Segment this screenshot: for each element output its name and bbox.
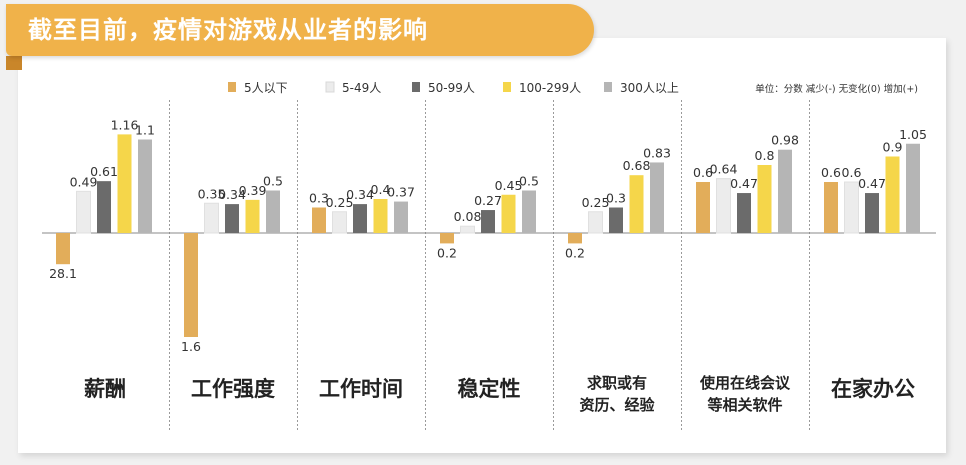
bar bbox=[778, 149, 792, 233]
bar bbox=[629, 175, 644, 233]
data-label: 0.2 bbox=[437, 245, 457, 260]
category-label: 等相关软件 bbox=[707, 396, 782, 414]
data-label: 0.5 bbox=[519, 174, 539, 189]
bar bbox=[394, 201, 408, 233]
data-label: 0.98 bbox=[771, 133, 799, 148]
bar bbox=[716, 178, 731, 234]
data-label: 0.35 bbox=[198, 186, 226, 201]
category-label: 资历、经验 bbox=[579, 396, 655, 414]
legend-swatch bbox=[325, 81, 335, 93]
bar bbox=[696, 182, 710, 233]
category-label: 求职或有 bbox=[587, 374, 647, 392]
data-label: 0.64 bbox=[710, 162, 738, 177]
data-label: 0.08 bbox=[454, 209, 482, 224]
data-label: 28.1 bbox=[49, 266, 77, 281]
data-label: 0.83 bbox=[643, 145, 671, 160]
chart-card bbox=[18, 38, 946, 453]
bar bbox=[906, 143, 920, 233]
bar bbox=[332, 211, 347, 234]
data-label: 0.49 bbox=[70, 174, 98, 189]
data-label: 0.6 bbox=[693, 165, 713, 180]
bar bbox=[225, 204, 239, 233]
chart-title: 截至目前，疫情对游戏从业者的影响 bbox=[28, 16, 428, 44]
bar bbox=[56, 233, 70, 265]
bar bbox=[245, 199, 260, 233]
bar bbox=[204, 202, 219, 234]
bar bbox=[138, 139, 152, 233]
bar bbox=[353, 204, 367, 233]
title-banner bbox=[6, 4, 594, 56]
data-label: 0.61 bbox=[90, 164, 118, 179]
legend-swatch bbox=[503, 82, 511, 92]
category-label: 工作时间 bbox=[319, 377, 403, 401]
data-label: 0.37 bbox=[387, 185, 415, 200]
bar bbox=[865, 193, 879, 233]
bar bbox=[266, 190, 280, 233]
unit-note: 单位：分数 减少(-) 无变化(0) 增加(+) bbox=[755, 83, 918, 95]
banner-fold bbox=[6, 56, 22, 70]
data-label: 0.68 bbox=[623, 158, 651, 173]
bar bbox=[501, 194, 516, 233]
legend-swatch bbox=[604, 82, 612, 92]
bar bbox=[844, 181, 859, 234]
category-label: 薪酬 bbox=[84, 377, 126, 401]
bar bbox=[522, 190, 536, 233]
bar bbox=[481, 210, 495, 233]
data-label: 0.3 bbox=[606, 191, 626, 206]
data-label: 0.27 bbox=[474, 193, 502, 208]
legend-label: 50-99人 bbox=[428, 81, 475, 95]
data-label: 0.9 bbox=[883, 140, 903, 155]
category-label: 使用在线会议 bbox=[699, 374, 791, 392]
legend-label: 5-49人 bbox=[342, 81, 381, 95]
data-label: 0.39 bbox=[239, 183, 267, 198]
bar bbox=[609, 207, 623, 233]
data-label: 0.6 bbox=[821, 165, 841, 180]
data-label: 0.25 bbox=[582, 195, 610, 210]
bar bbox=[588, 211, 603, 234]
data-label: 0.47 bbox=[730, 176, 758, 191]
bar bbox=[460, 225, 475, 234]
data-label: 0.5 bbox=[263, 174, 283, 189]
data-label: 1.1 bbox=[135, 123, 155, 138]
legend-swatch bbox=[228, 82, 236, 92]
data-label: 1.6 bbox=[181, 339, 201, 354]
bar bbox=[76, 190, 91, 234]
bar bbox=[440, 233, 454, 244]
data-label: 0.45 bbox=[495, 178, 523, 193]
data-label: 0.4 bbox=[371, 182, 391, 197]
bar bbox=[373, 199, 388, 233]
data-label: 0.25 bbox=[326, 195, 354, 210]
data-label: 1.05 bbox=[899, 127, 927, 142]
legend-swatch bbox=[412, 82, 420, 92]
data-label: 1.16 bbox=[111, 117, 139, 132]
bar bbox=[568, 233, 582, 244]
bar bbox=[117, 134, 132, 233]
bar bbox=[97, 181, 111, 233]
legend-label: 300人以上 bbox=[620, 81, 679, 95]
data-label: 0.34 bbox=[218, 187, 246, 202]
legend-label: 100-299人 bbox=[519, 81, 581, 95]
data-label: 0.3 bbox=[309, 191, 329, 206]
category-label: 在家办公 bbox=[831, 377, 915, 401]
bar bbox=[650, 162, 664, 233]
bar bbox=[757, 165, 772, 233]
data-label: 0.47 bbox=[858, 176, 886, 191]
bar bbox=[824, 182, 838, 233]
category-label: 稳定性 bbox=[458, 377, 521, 401]
bar bbox=[184, 233, 198, 337]
bar bbox=[737, 193, 751, 233]
data-label: 0.34 bbox=[346, 187, 374, 202]
bar bbox=[885, 156, 900, 233]
category-label: 工作强度 bbox=[191, 377, 275, 401]
data-label: 0.6 bbox=[842, 165, 862, 180]
data-label: 0.2 bbox=[565, 245, 585, 260]
data-label: 0.8 bbox=[755, 148, 775, 163]
bar bbox=[312, 207, 326, 233]
legend-label: 5人以下 bbox=[244, 81, 288, 95]
